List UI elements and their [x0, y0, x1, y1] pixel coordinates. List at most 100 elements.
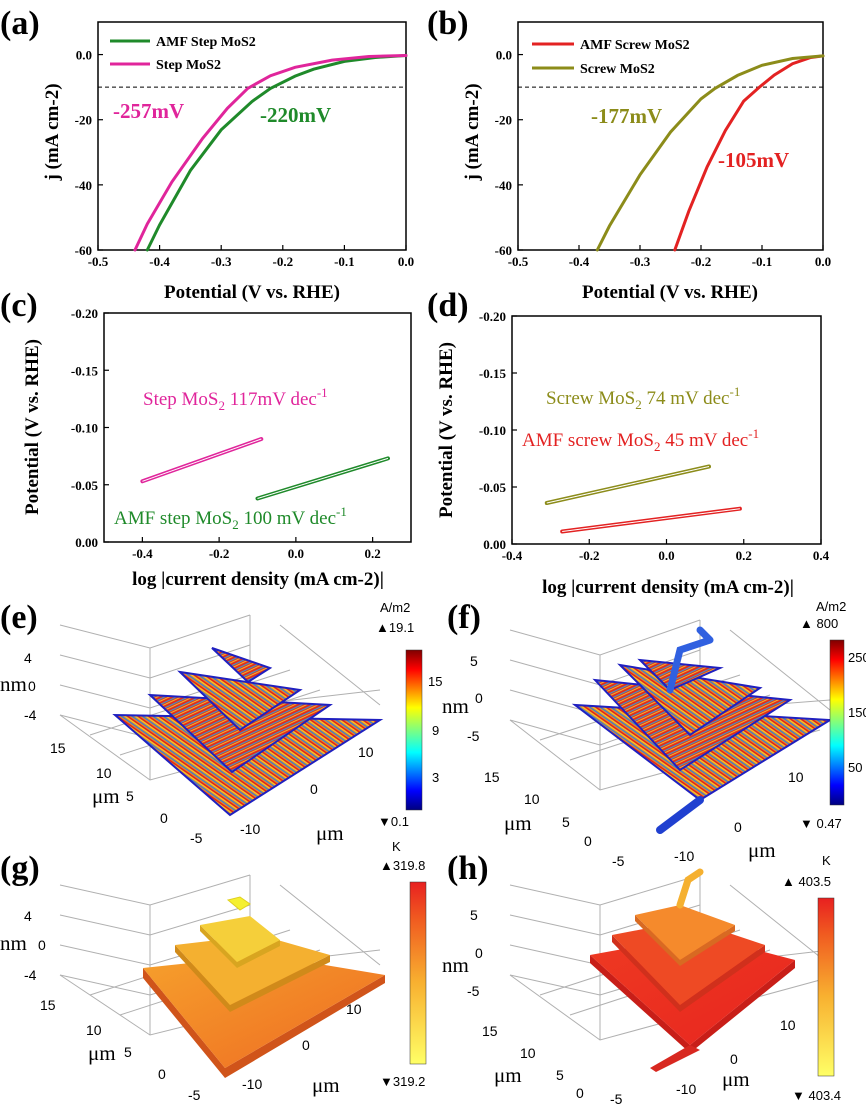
y-tick-label: -60: [495, 243, 512, 258]
series-highlight-d-0: [546, 466, 710, 504]
series-highlight-c-1: [257, 457, 389, 499]
x-tick-g-0: 0: [302, 1037, 310, 1053]
x-tick-label: -0.2: [273, 254, 294, 269]
colorbar-unit-h: K: [822, 853, 831, 868]
annotation-amf-screw-tafel: AMF screw MoS2 45 mV dec-1: [522, 426, 759, 454]
x-tick-label: -0.4: [569, 254, 590, 269]
y-tick-e-neg5: -5: [190, 830, 203, 846]
x-tick-h-0: 0: [730, 1051, 738, 1067]
y-tick-f-10: 10: [524, 791, 540, 807]
annotation-step-tafel: Step MoS2 117mV dec-1: [143, 385, 328, 413]
x-axis-label-a: Potential (V vs. RHE): [164, 282, 340, 303]
legend-screw: Screw MoS2: [580, 62, 655, 77]
y-tick-e-5: 5: [126, 788, 134, 804]
x-unit-f: μm: [748, 838, 776, 862]
colorbar-max-f: ▲ 800: [800, 616, 838, 631]
colorbar-unit-e: A/m2: [380, 600, 410, 615]
z-unit-g: nm: [0, 931, 27, 955]
y-tick-label: -40: [75, 178, 92, 193]
x-tick-h-neg10: -10: [676, 1081, 696, 1097]
x-tick-label: -0.4: [502, 548, 523, 563]
panel-h: (h) 5 0 -5 nm 15 10 5 0 -5 10 0 -10 μm μ…: [442, 850, 841, 1107]
y-tick-label: -0.05: [71, 478, 99, 493]
y-tick-g-neg5: -5: [188, 1087, 201, 1103]
x-axis-label-c: log |current density (mA cm-2)|: [132, 569, 384, 590]
y-tick-h-5: 5: [556, 1067, 564, 1083]
x-tick-label: 0.0: [288, 546, 304, 561]
axis-ticks-d: -0.4 -0.2 0.0 0.2 0.4 -0.20 -0.15 -0.10 -0.05 0.0…: [479, 309, 830, 563]
y-tick-h-neg5: -5: [610, 1091, 623, 1107]
panel-label-e: (e): [0, 599, 38, 636]
colorbar-min-h: ▼ 403.4: [792, 1088, 841, 1103]
panel-e: (e) 4 0 -4 nm 15 10 5 0 -5 10 0 -10 μm μ…: [0, 599, 442, 846]
panel-d: (d) -0.4 -0.2 0.0 0.2 0.4 -0.20 -0.15 -0.10 -0.0…: [427, 287, 830, 598]
panel-b: (b) -0.5 -0.4 -0.3 -0.2 -0.1 0.00.0-20-40-60 …: [427, 5, 831, 303]
colorbar-f: [829, 639, 845, 806]
x-tick-h-10: 10: [780, 1017, 796, 1033]
x-axis-label-d: log |current density (mA cm-2)|: [542, 577, 794, 598]
colorbar-tick-e-9: 9: [432, 723, 439, 738]
panel-label-c: (c): [0, 287, 38, 324]
colorbar-tick-e-15: 15: [428, 674, 442, 689]
y-unit-e: μm: [92, 784, 120, 808]
panel-g: (g) 4 0 -4 nm 15 10 5 0 -5 10 0 -10 μm μ…: [0, 839, 427, 1103]
axis-ticks-a: -0.5 -0.4 -0.3 -0.2 -0.1 0.0 0.0 -20 -40 -60: [75, 48, 414, 269]
colorbar-max-e: ▲19.1: [376, 620, 414, 635]
z-tick-f-neg5: -5: [467, 728, 480, 744]
series-highlight-d-1: [562, 508, 740, 532]
legend-step: Step MoS2: [156, 58, 221, 73]
step-slabs-g: [143, 896, 385, 1078]
plot-frame-b: [517, 21, 824, 251]
z-tick-h-neg5: -5: [467, 983, 480, 999]
x-tick-label: 0.0: [815, 254, 831, 269]
screw-spiral-top: [666, 626, 714, 694]
y-unit-g: μm: [88, 1041, 116, 1065]
series-highlight-c-0: [142, 438, 262, 482]
colorbar-g: [409, 881, 427, 1065]
panel-label-h: (h): [447, 850, 489, 887]
y-tick-label: 0.0: [496, 48, 512, 63]
z-tick-f-5: 5: [470, 653, 478, 669]
x-tick-label: -0.4: [132, 546, 153, 561]
y-tick-label: -0.10: [479, 423, 506, 438]
curves-b: [595, 54, 825, 252]
x-tick-e-10: 10: [358, 744, 374, 760]
colorbar-unit-g: K: [392, 839, 401, 854]
axis-ticks-b: -0.5 -0.4 -0.3 -0.2 -0.1 0.0 0.0 -20 -40 -60: [495, 48, 831, 269]
x-tick-e-neg10: -10: [240, 821, 260, 837]
x-tick-g-neg10: -10: [242, 1076, 262, 1092]
y-tick-label: -0.10: [71, 421, 98, 436]
x-tick-label: 0.2: [365, 546, 381, 561]
y-tick-label: -20: [495, 113, 512, 128]
y-tick-h-15: 15: [482, 1023, 498, 1039]
colorbar-tick-f-50: 50: [848, 760, 862, 775]
y-unit-h: μm: [494, 1063, 522, 1087]
y-tick-g-5: 5: [124, 1044, 132, 1060]
colorbar-e: [405, 649, 423, 811]
x-tick-label: -0.5: [508, 254, 529, 269]
panel-label-d: (d): [427, 287, 469, 324]
panel-label-b: (b): [427, 5, 469, 42]
colorbar-max-g: ▲319.8: [380, 858, 425, 873]
series-line-b-0: [673, 54, 825, 252]
screw-spiral-bottom: [656, 796, 704, 834]
z-tick-h-0: 0: [475, 945, 483, 961]
y-tick-f-neg5: -5: [612, 853, 625, 869]
series-line-b-1: [595, 54, 825, 252]
y-tick-f-5: 5: [562, 814, 570, 830]
x-tick-label: 0.0: [398, 254, 414, 269]
y-tick-e-0: 0: [160, 810, 168, 826]
series-line-a-1: [133, 54, 408, 252]
x-tick-label: -0.3: [211, 254, 232, 269]
x-tick-label: 0.4: [813, 548, 830, 563]
curves-d: [544, 464, 742, 534]
curves-c: [140, 437, 390, 501]
x-tick-label: 0.0: [658, 548, 674, 563]
panel-a: (a) -0.5 -0.4 -0.3 -0.2 -0.1 0.00.0-20-40-60 …: [0, 5, 414, 303]
z-tick-e-neg4: -4: [24, 707, 37, 723]
z-unit-e: nm: [0, 672, 27, 696]
annotation-220mv: -220mV: [260, 103, 331, 127]
colorbar-min-e: ▼0.1: [378, 814, 409, 829]
z-unit-f: nm: [442, 694, 469, 718]
y-tick-label: 0.0: [76, 48, 92, 63]
